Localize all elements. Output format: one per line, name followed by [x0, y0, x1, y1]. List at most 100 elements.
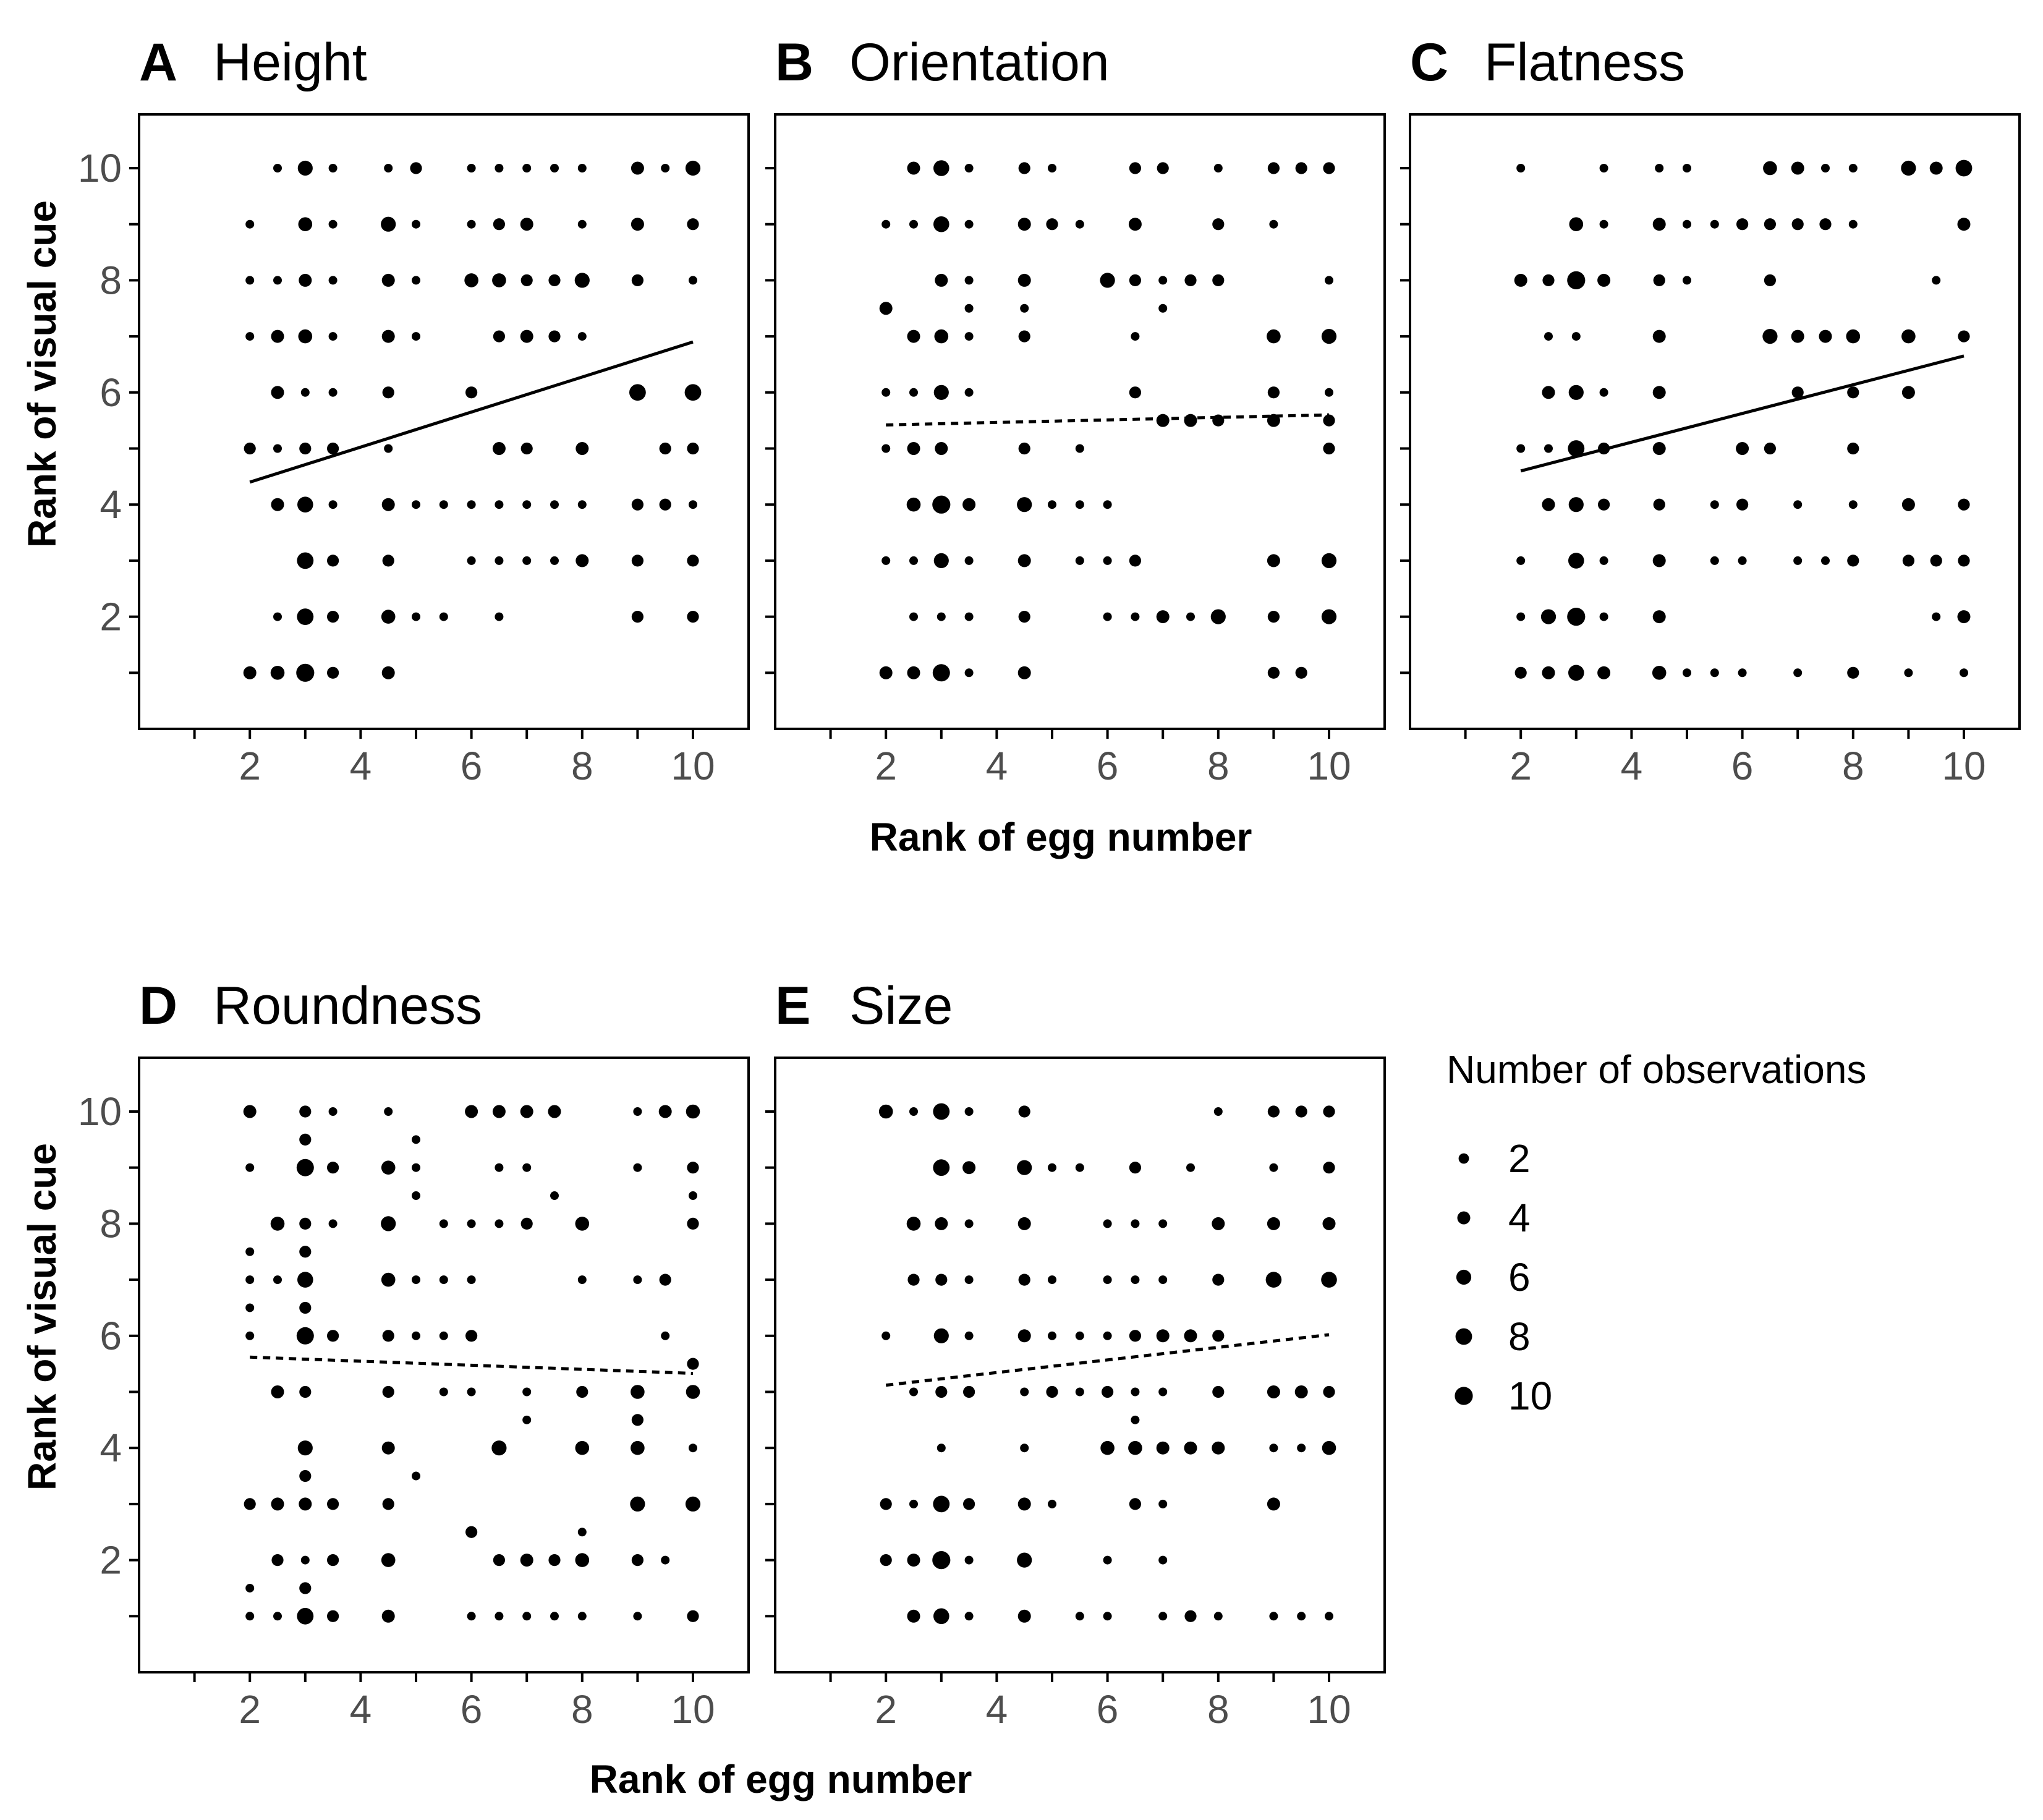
- panel-b-point: [935, 273, 948, 287]
- panel-e-point: [964, 1219, 974, 1228]
- panel-b-point: [1156, 414, 1170, 427]
- panel-c-point: [1597, 273, 1611, 287]
- panel-c-point: [1819, 330, 1832, 343]
- panel-a-point: [550, 164, 559, 172]
- panel-b-point: [1046, 218, 1058, 231]
- panel-b-point: [1267, 329, 1281, 344]
- panel-b-point: [1323, 442, 1335, 455]
- panel-e-frame: [774, 1057, 1386, 1673]
- panel-a-point: [631, 218, 644, 231]
- panel-c-point: [1793, 556, 1803, 565]
- panel-a-point: [631, 555, 643, 567]
- panel-a-point: [384, 444, 393, 453]
- panel-c-point: [1901, 498, 1915, 511]
- panel-d-point: [577, 1528, 587, 1537]
- panel-c-point: [1542, 666, 1555, 679]
- panel-e-point: [1103, 1275, 1112, 1285]
- panel-c-point: [1599, 612, 1608, 621]
- panel-a-point: [328, 388, 338, 397]
- panel-b-point: [907, 161, 920, 175]
- panel-c-point: [1958, 330, 1970, 342]
- panel-d-point: [328, 1219, 338, 1228]
- panel-d-point: [299, 1105, 312, 1118]
- panel-e-point: [1131, 1275, 1140, 1285]
- panel-c-point: [1568, 553, 1584, 569]
- panel-e-point: [1323, 1162, 1335, 1174]
- legend-swatch: [1458, 1153, 1469, 1164]
- panel-e-point: [935, 1385, 948, 1398]
- panel-d-point: [465, 1330, 478, 1342]
- panel-b-point: [1321, 553, 1337, 569]
- panel-d-point: [270, 1217, 285, 1231]
- panel-a-point: [492, 442, 506, 455]
- panel-d-point: [327, 1330, 339, 1342]
- panel-d-point: [412, 1163, 420, 1172]
- panel-a-point: [245, 276, 255, 285]
- panel-e-point: [881, 1331, 891, 1340]
- panel-e-point: [1103, 1331, 1112, 1340]
- panel-e-point: [937, 1444, 946, 1453]
- panel-d: D Roundness 2 4 6 8 10 2 4 6 8 10: [78, 976, 750, 1732]
- panel-e-point: [1017, 1552, 1032, 1568]
- panel-e-point: [1186, 1163, 1195, 1172]
- panel-b-point: [1075, 556, 1084, 565]
- panel-b-point: [1017, 554, 1031, 568]
- panel-a-y-tick-label: 10: [78, 146, 122, 190]
- panel-d-point: [381, 1216, 396, 1231]
- panel-c-point: [1544, 332, 1553, 341]
- panel-b-x-tick-label: 8: [1207, 744, 1230, 788]
- panel-b-x-tick-label: 10: [1307, 744, 1351, 788]
- panel-e-point: [1294, 1385, 1308, 1398]
- panel-e-point: [1017, 1609, 1031, 1623]
- panel-d-point: [299, 1385, 312, 1398]
- panel-d-point: [245, 1303, 255, 1312]
- panel-b-point: [1128, 218, 1142, 231]
- panel-d-point: [439, 1219, 448, 1228]
- panel-b-letter: B: [775, 33, 813, 92]
- panel-d-point: [381, 1272, 396, 1287]
- panel-c-x-tick-label: 4: [1621, 744, 1643, 788]
- panel-a-point: [550, 500, 559, 509]
- panel-c-point: [1763, 161, 1777, 176]
- panel-c-point: [1791, 161, 1804, 175]
- panel-c-point: [1791, 218, 1804, 231]
- panel-c-point: [1683, 219, 1691, 229]
- panel-d-point: [495, 1612, 504, 1621]
- panel-a-point: [327, 442, 339, 455]
- panel-e-point: [1075, 1612, 1084, 1621]
- panel-c-point: [1738, 556, 1747, 565]
- panel-a-point: [328, 276, 338, 285]
- panel-b-point: [1018, 442, 1030, 455]
- panel-b-point: [879, 302, 893, 315]
- panel-c-point: [1901, 386, 1915, 399]
- panel-d-point: [412, 1191, 420, 1201]
- panel-a-point: [631, 274, 643, 286]
- panel-a-point: [577, 332, 587, 341]
- panels-layer: A Height 2 4 6 8 10 2 4 6 8 10 B Orientation 2 4 6 8 10 C Fl…: [78, 33, 2021, 1732]
- panel-e-point: [964, 1275, 974, 1285]
- panel-a-point: [384, 164, 393, 172]
- panel-e-point: [1156, 1329, 1170, 1343]
- panel-a-point: [661, 164, 670, 172]
- panel-a-point: [689, 500, 697, 509]
- panel-c-point: [1599, 556, 1608, 565]
- panel-c-point: [1540, 609, 1557, 624]
- panel-b-point: [964, 388, 974, 397]
- panel-b-point: [1075, 444, 1084, 453]
- panel-d-y-tick-label: 6: [100, 1314, 122, 1358]
- panel-a-point: [412, 219, 420, 229]
- panel-c-point: [1568, 665, 1584, 681]
- panel-a-point: [243, 666, 257, 679]
- panel-a-point: [297, 160, 313, 176]
- panel-a-point: [381, 610, 396, 624]
- panel-d-point: [296, 1327, 314, 1345]
- legend-title: Number of observations: [1446, 1047, 1866, 1092]
- panel-e-point: [906, 1217, 921, 1231]
- panel-c-point: [1652, 666, 1667, 680]
- panel-e-point: [933, 1159, 950, 1176]
- panel-e-point: [909, 1107, 918, 1116]
- panel-b-point: [1020, 304, 1029, 313]
- panel-e-point: [1269, 1612, 1278, 1621]
- panel-c-point: [1958, 498, 1970, 511]
- panel-d-y-tick-label: 8: [100, 1201, 122, 1246]
